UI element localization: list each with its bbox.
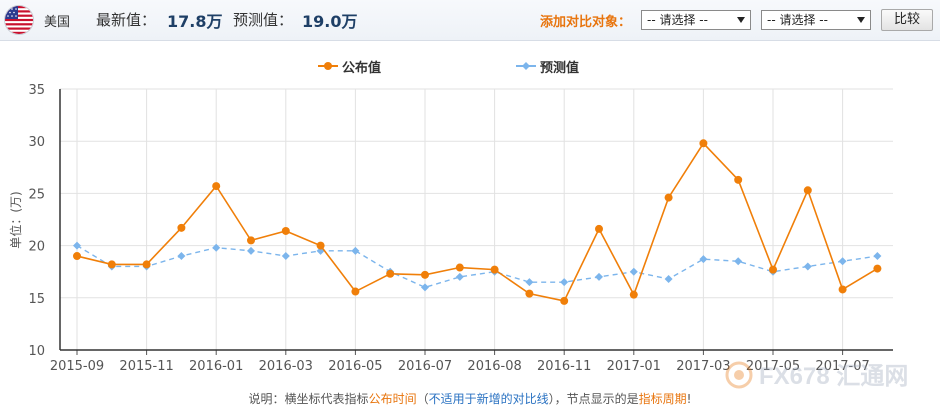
- y-tick-label: 20: [28, 240, 45, 255]
- data-point-forecast: [247, 246, 255, 255]
- legend-label-actual[interactable]: 公布值: [342, 61, 382, 76]
- data-point-forecast: [455, 272, 464, 281]
- data-point-actual: [769, 265, 777, 274]
- data-point-actual: [734, 175, 743, 184]
- data-point-actual: [595, 224, 603, 233]
- data-point-actual: [560, 296, 569, 305]
- data-point-forecast: [734, 257, 743, 266]
- data-point-forecast: [281, 252, 290, 261]
- dropdown-arrow-icon: [857, 17, 865, 23]
- latest-value-label: 最新值：: [96, 11, 157, 29]
- data-point-actual: [177, 223, 186, 232]
- data-point-forecast: [629, 267, 638, 276]
- data-point-actual: [281, 226, 290, 235]
- data-point-actual: [247, 236, 255, 245]
- series-line-forecast: [76, 244, 878, 289]
- compare-select-1[interactable]: -- 请选择 --: [641, 10, 751, 30]
- svg-text:FX678 汇通网: FX678 汇通网: [759, 363, 908, 390]
- x-tick-label: 2017-01: [607, 359, 661, 374]
- x-tick-label: 2017-07: [815, 359, 869, 374]
- data-point-actual: [629, 290, 638, 299]
- data-point-actual: [142, 260, 151, 269]
- compare-select-2-value: -- 请选择 --: [767, 13, 828, 27]
- data-point-forecast: [803, 262, 812, 271]
- compare-select-1-value: -- 请选择 --: [647, 13, 708, 27]
- footnote-part: 说明：横坐标代表指标: [248, 392, 369, 406]
- data-point-forecast: [838, 257, 847, 266]
- data-point-actual: [803, 186, 812, 195]
- data-point-actual: [316, 241, 325, 250]
- latest-value: 17.8万: [167, 12, 223, 31]
- legend-swatch-forecast: [516, 57, 536, 76]
- footnote-note: 不适用于新增的对比线: [428, 392, 549, 406]
- y-tick-label: 10: [28, 344, 45, 359]
- compare-button[interactable]: 比较: [881, 9, 933, 31]
- data-point-actual: [107, 260, 116, 269]
- data-point-forecast: [177, 252, 186, 261]
- data-point-actual: [386, 269, 395, 278]
- data-point-forecast: [664, 275, 673, 284]
- y-tick-label: 35: [28, 83, 45, 98]
- data-point-actual: [421, 270, 429, 279]
- data-point-actual: [455, 263, 464, 272]
- x-tick-label: 2017-03: [676, 359, 730, 374]
- legend-label-forecast[interactable]: 预测值: [540, 61, 580, 76]
- data-point-actual: [873, 264, 882, 273]
- footnote-highlight: 公布时间: [368, 392, 417, 406]
- footnote-part: !: [686, 392, 692, 406]
- data-point-forecast: [212, 243, 221, 252]
- y-tick-label: 15: [28, 292, 45, 307]
- header-bar: 美国 最新值： 17.8万 预测值： 19.0万 添加对比对象： -- 请选择 …: [0, 0, 940, 41]
- y-axis-label: 单位：(万): [8, 191, 23, 248]
- x-tick-label: 2015-09: [50, 359, 104, 374]
- y-tick-label: 30: [28, 135, 45, 150]
- data-point-actual: [525, 289, 534, 298]
- chart-footnote: 说明：横坐标代表指标公布时间（不适用于新增的对比线），节点显示的是指标周期!: [0, 390, 940, 407]
- x-tick-label: 2016-03: [259, 359, 313, 374]
- data-point-forecast: [73, 241, 81, 250]
- data-point-actual: [490, 265, 499, 274]
- x-tick-label: 2017-05: [746, 359, 800, 374]
- footnote-highlight: 指标周期: [638, 392, 687, 406]
- forecast-value-label: 预测值：: [233, 11, 294, 29]
- data-point-actual: [212, 182, 221, 191]
- us-flag-icon: [4, 5, 34, 35]
- x-tick-label: 2016-05: [328, 359, 382, 374]
- data-point-actual: [838, 285, 847, 294]
- add-compare-label: 添加对比对象：: [540, 15, 632, 30]
- data-point-forecast: [595, 272, 603, 281]
- fx678-watermark-logo: FX678 汇通网: [725, 361, 908, 390]
- data-point-actual: [699, 139, 708, 148]
- legend-swatch-actual: [318, 57, 338, 76]
- data-point-forecast: [525, 278, 534, 287]
- data-point-forecast: [421, 283, 429, 292]
- x-tick-label: 2015-11: [119, 359, 173, 374]
- data-point-actual: [351, 287, 360, 296]
- dropdown-arrow-icon: [737, 17, 745, 23]
- y-tick-label: 25: [28, 187, 45, 202]
- data-point-forecast: [699, 255, 708, 264]
- x-tick-label: 2016-11: [537, 359, 591, 374]
- x-tick-label: 2016-07: [398, 359, 452, 374]
- data-point-forecast: [560, 278, 569, 287]
- data-point-forecast: [351, 246, 360, 255]
- country-name: 美国: [44, 15, 71, 30]
- series-line-actual: [76, 141, 878, 302]
- x-tick-label: 2016-08: [467, 359, 521, 374]
- x-tick-label: 2016-01: [189, 359, 243, 374]
- data-point-forecast: [873, 252, 882, 261]
- footnote-part: ），节点显示的是: [548, 392, 639, 406]
- data-point-actual: [73, 252, 81, 261]
- forecast-value: 19.0万: [302, 12, 358, 31]
- data-point-actual: [664, 193, 673, 202]
- compare-select-2[interactable]: -- 请选择 --: [761, 10, 871, 30]
- footnote-part: （: [416, 392, 429, 406]
